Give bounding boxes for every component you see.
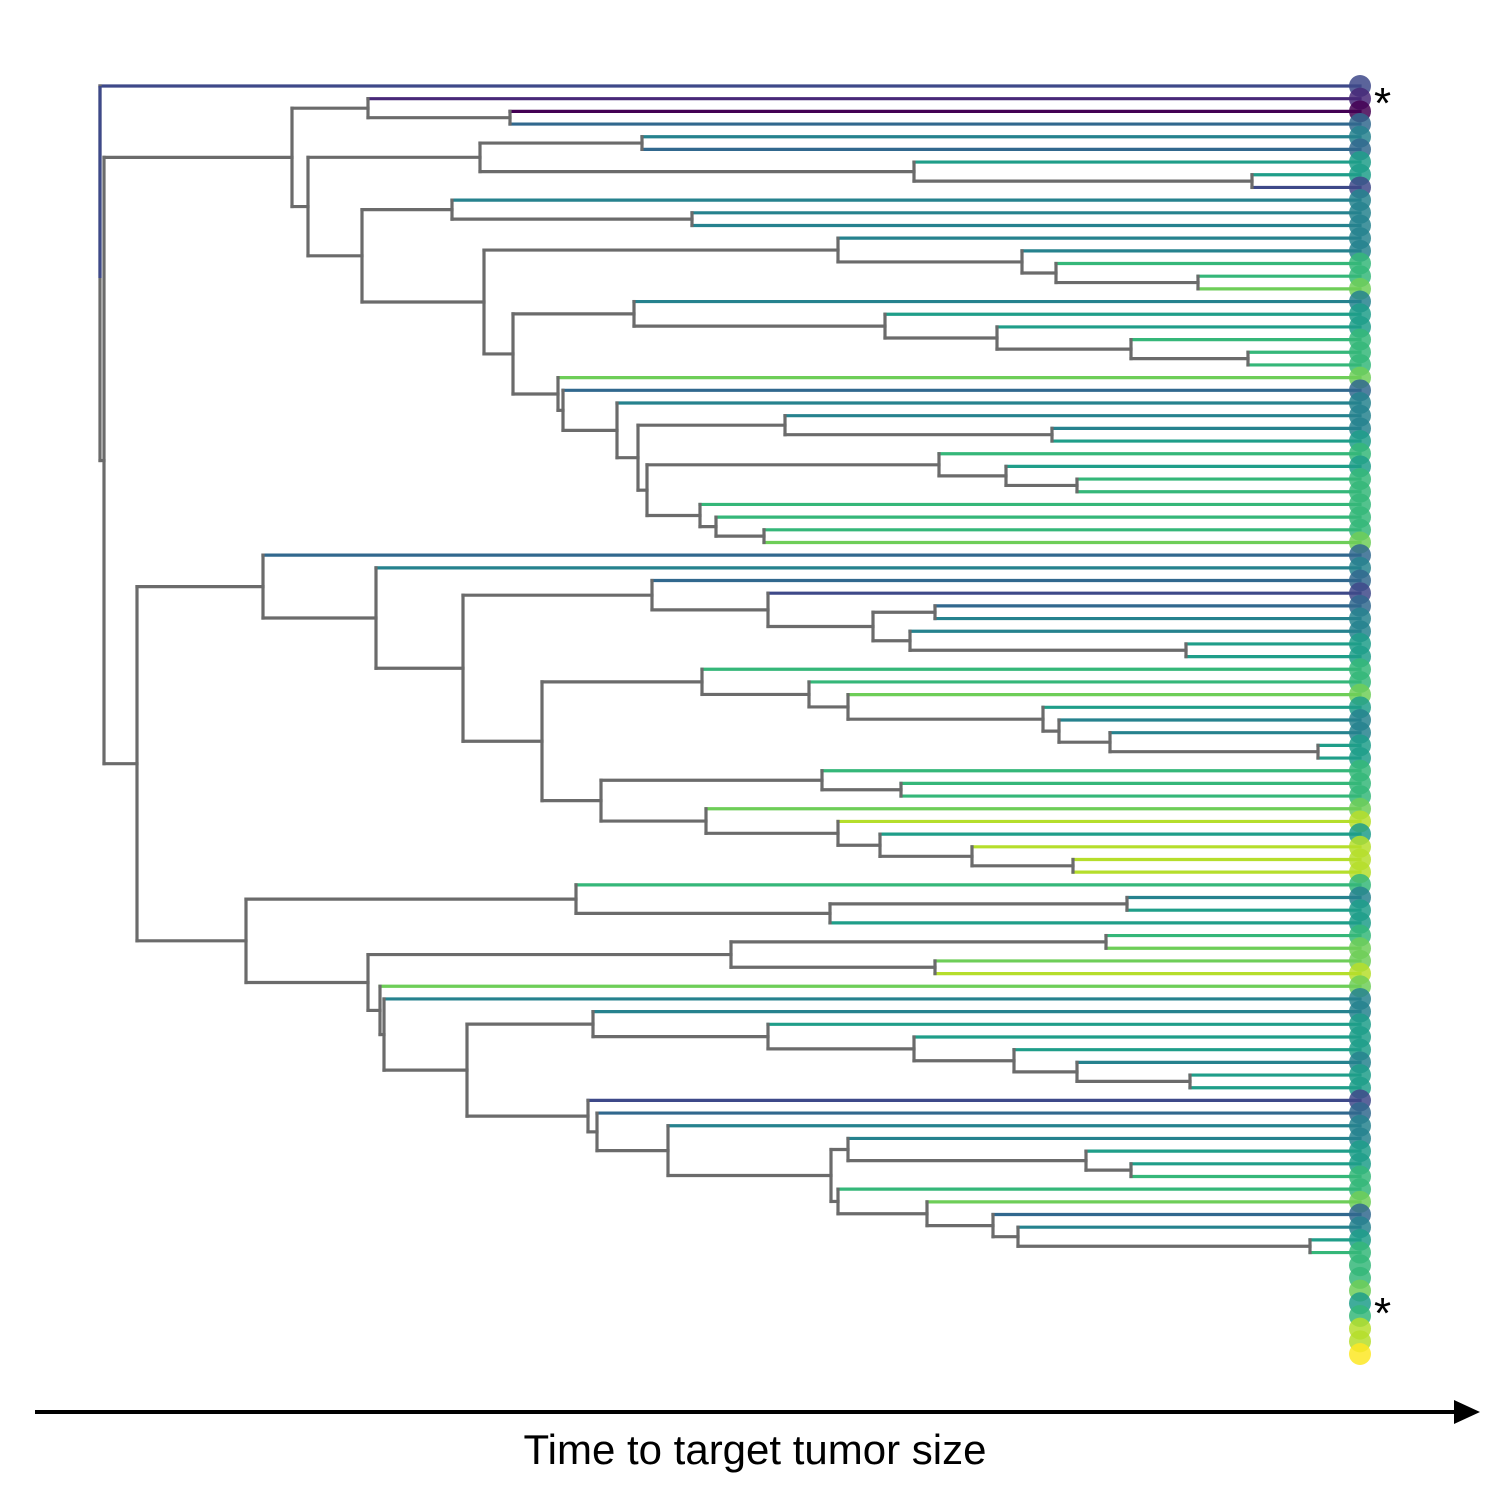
tip-markers — [1349, 75, 1371, 1365]
highlight-star-top: * — [1374, 79, 1391, 128]
time-axis-arrowhead — [1454, 1400, 1480, 1424]
tree-branches — [98, 84, 1362, 1255]
x-axis-label: Time to target tumor size — [523, 1426, 987, 1473]
tip-marker — [1349, 1343, 1371, 1365]
highlight-star-bottom: * — [1374, 1289, 1391, 1338]
